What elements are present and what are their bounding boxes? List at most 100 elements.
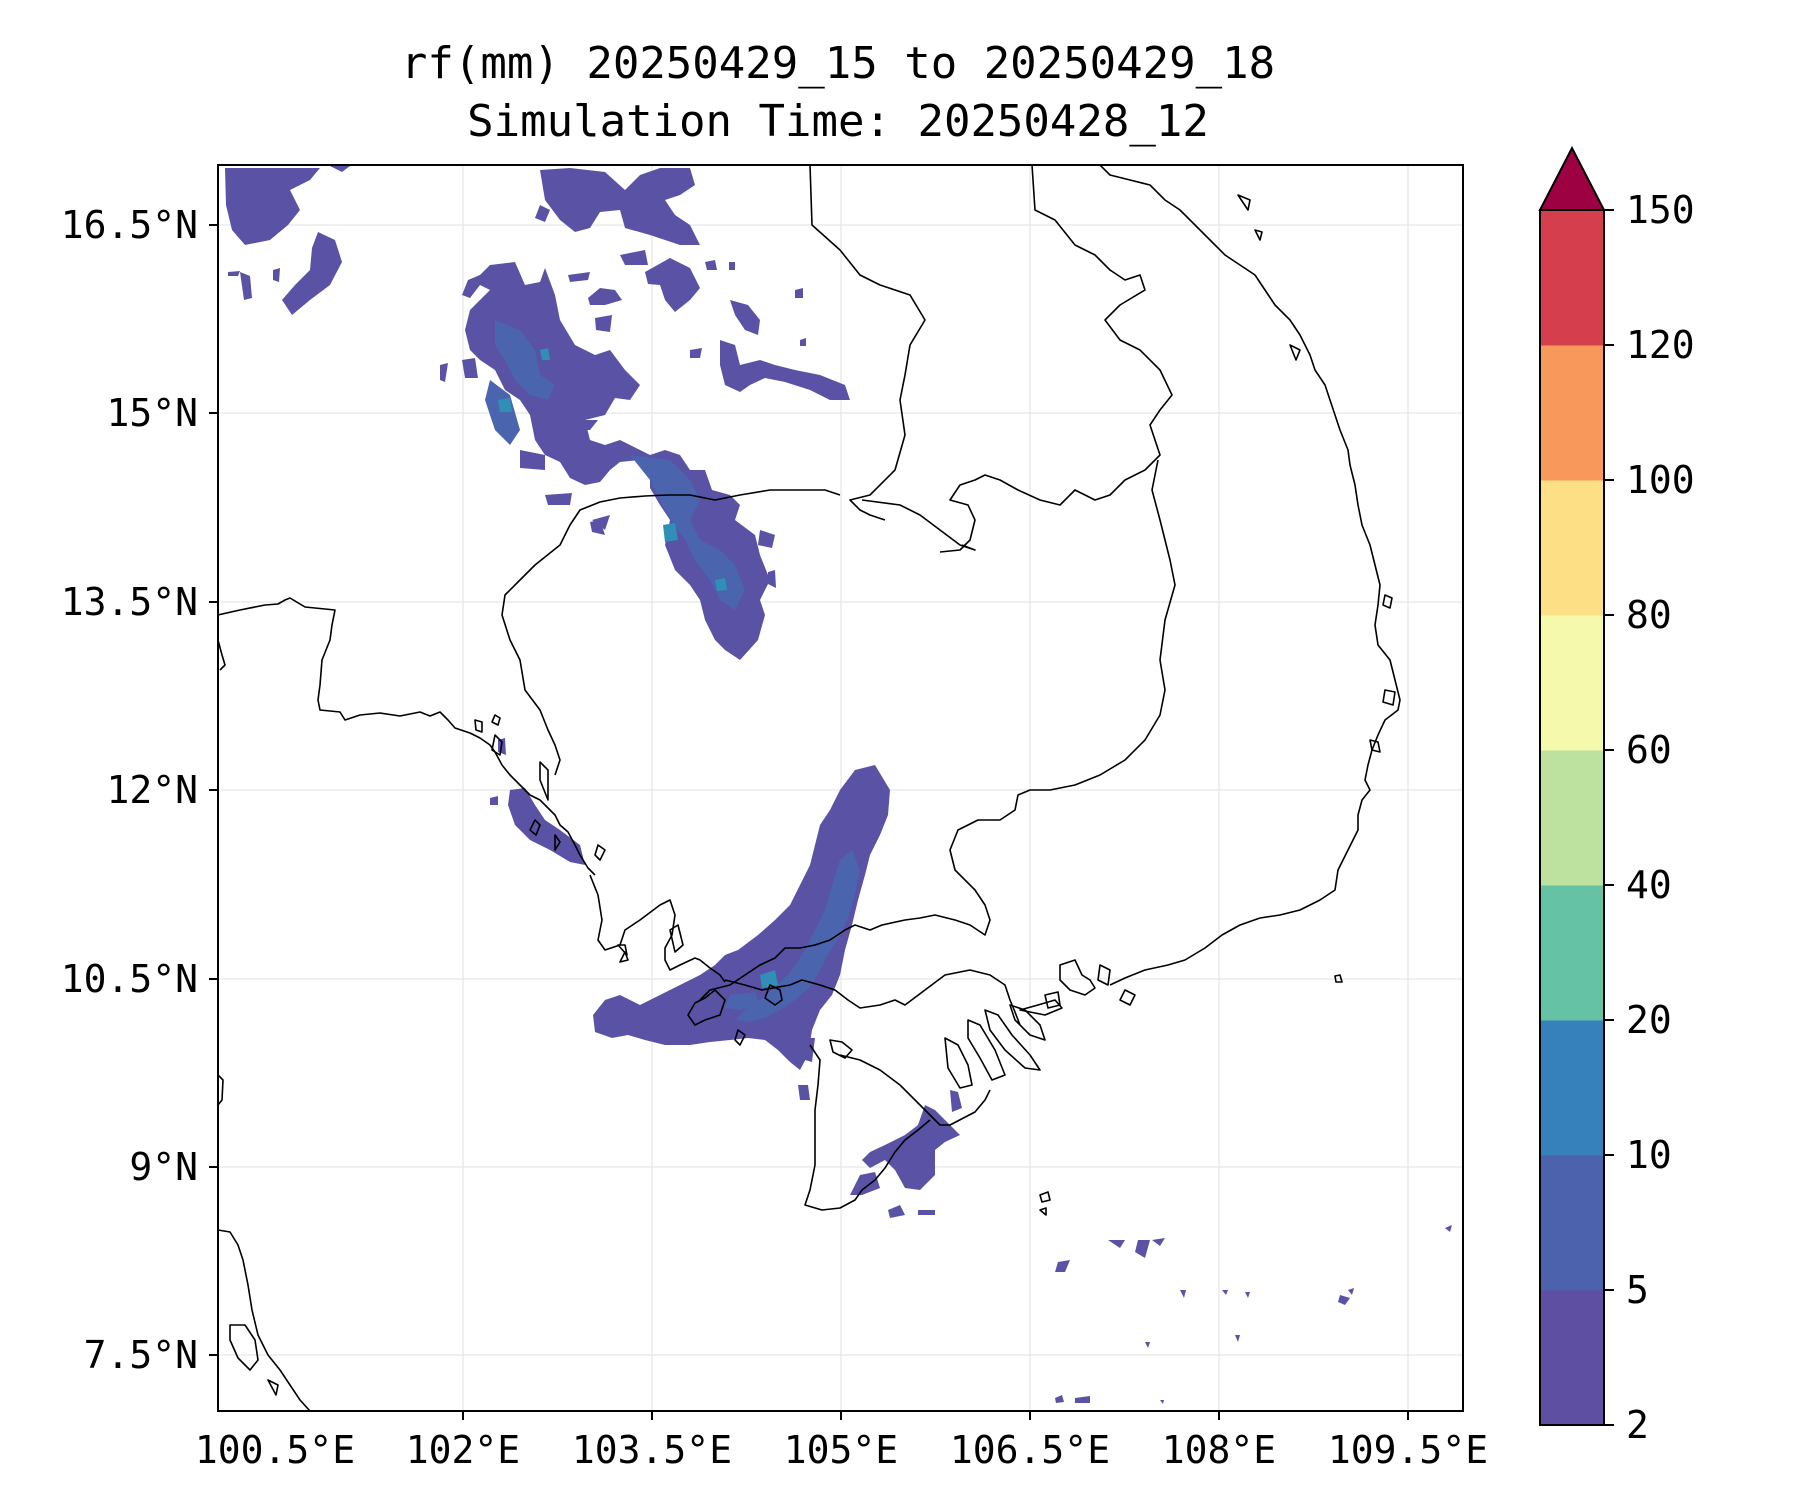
lat-label: 16.5°N [61, 203, 198, 247]
rain-area [545, 493, 572, 505]
border-line [501, 489, 841, 776]
rain-area [950, 1090, 962, 1112]
rain-area [663, 523, 678, 542]
coastlines-borders [218, 165, 1401, 1411]
rain-area [225, 168, 320, 245]
rain-area [540, 168, 700, 245]
coastline [1382, 689, 1396, 706]
rain-area [1108, 1240, 1125, 1248]
colorbar-tick-label: 60 [1626, 728, 1672, 772]
coastline [267, 1379, 279, 1396]
rain-area [498, 398, 512, 412]
rain-area [575, 420, 598, 430]
rain-area [1180, 1290, 1186, 1298]
coastline [1254, 229, 1263, 241]
coastline [829, 1039, 853, 1059]
rain-area [1145, 1342, 1150, 1348]
rain-area [795, 288, 803, 298]
map-subtitle: Simulation Time: 20250428_12 [467, 96, 1209, 147]
colorbar-extend-arrow [1538, 145, 1606, 211]
rain-area [705, 260, 717, 270]
coastline [619, 951, 629, 963]
colorbar-segment [1540, 885, 1604, 1021]
rain-area [890, 1212, 898, 1216]
lon-label: 108°E [1162, 1428, 1276, 1472]
rain-area [273, 268, 280, 282]
coastline [1289, 344, 1301, 361]
border-line [861, 499, 976, 551]
rain-area [729, 262, 735, 270]
lon-label: 103.5°E [572, 1428, 732, 1472]
rain-area [1135, 1240, 1150, 1258]
colorbar-tick-label: 120 [1626, 323, 1695, 367]
coastline [669, 924, 684, 953]
lat-label: 15°N [106, 391, 198, 435]
coastline [687, 989, 726, 1026]
coastline [1099, 165, 1401, 986]
rain-area [805, 1038, 815, 1062]
rain-area [850, 1172, 880, 1195]
colorbar-tick-label: 10 [1626, 1133, 1672, 1177]
lat-label: 13.5°N [61, 580, 198, 624]
rain-area [760, 970, 778, 988]
rain-area [743, 560, 755, 575]
colorbar-tick-label: 150 [1626, 188, 1695, 232]
colorbar-tick-label: 2 [1626, 1403, 1649, 1447]
rain-area [1235, 1335, 1240, 1342]
rain-area [1055, 1260, 1070, 1272]
coastline [491, 714, 501, 726]
rain-area [595, 315, 612, 332]
rain-area [800, 338, 806, 346]
rain-area [282, 232, 342, 315]
coastline [804, 1044, 931, 1211]
rain-area [462, 358, 478, 378]
coastline [491, 734, 503, 756]
rain-area [725, 992, 760, 1010]
coastline [1369, 739, 1381, 753]
colorbar-frame [1539, 209, 1605, 1426]
colorbar-segments [1540, 210, 1604, 1426]
rain-area [862, 1105, 960, 1190]
rain-area [1245, 1292, 1250, 1298]
rain-area [630, 455, 745, 610]
colorbar-segment [1540, 345, 1604, 481]
rain-area [568, 272, 590, 282]
rain-area [690, 348, 702, 358]
rain-area [485, 380, 520, 445]
colorbar-tick-label: 40 [1626, 863, 1672, 907]
rain-area [758, 530, 775, 548]
coastline [1382, 594, 1393, 609]
colorbar-ticks: 2 5 10 20 40 60 80 100 120 150 [1604, 188, 1695, 1447]
rain-area [440, 363, 448, 382]
lat-label: 9°N [129, 1145, 198, 1189]
colorbar-tick-label: 20 [1626, 998, 1672, 1042]
lon-label: 106.5°E [950, 1428, 1110, 1472]
rain-area [540, 348, 550, 360]
rain-area [520, 450, 545, 470]
coastline [734, 1029, 746, 1046]
coastline [1009, 1004, 1046, 1041]
lon-label: 102°E [406, 1428, 520, 1472]
lon-label: 109.5°E [1328, 1428, 1488, 1472]
colorbar-segment [1540, 1290, 1604, 1426]
colorbar-segment [1540, 615, 1604, 751]
rain-area [592, 515, 610, 530]
lon-label: 105°E [784, 1428, 898, 1472]
rain-area [730, 300, 760, 335]
border-line [939, 165, 1173, 553]
coastline [539, 761, 549, 801]
coastline [218, 1229, 311, 1411]
rain-area [1222, 1290, 1228, 1295]
coastline [1097, 964, 1111, 986]
colorbar-segment [1540, 1020, 1604, 1156]
rain-area [462, 262, 770, 660]
coastline [617, 944, 628, 956]
colorbar-tick-label: 100 [1626, 458, 1695, 502]
rain-area [588, 288, 622, 305]
rain-area [330, 166, 350, 172]
rain-area [1055, 1395, 1064, 1403]
rain-area [888, 1205, 905, 1218]
coastline [554, 834, 561, 851]
lon-tick-labels: 100.5°E 102°E 103.5°E 105°E 106.5°E 108°… [195, 1428, 1488, 1472]
lat-label: 7.5°N [84, 1333, 198, 1377]
